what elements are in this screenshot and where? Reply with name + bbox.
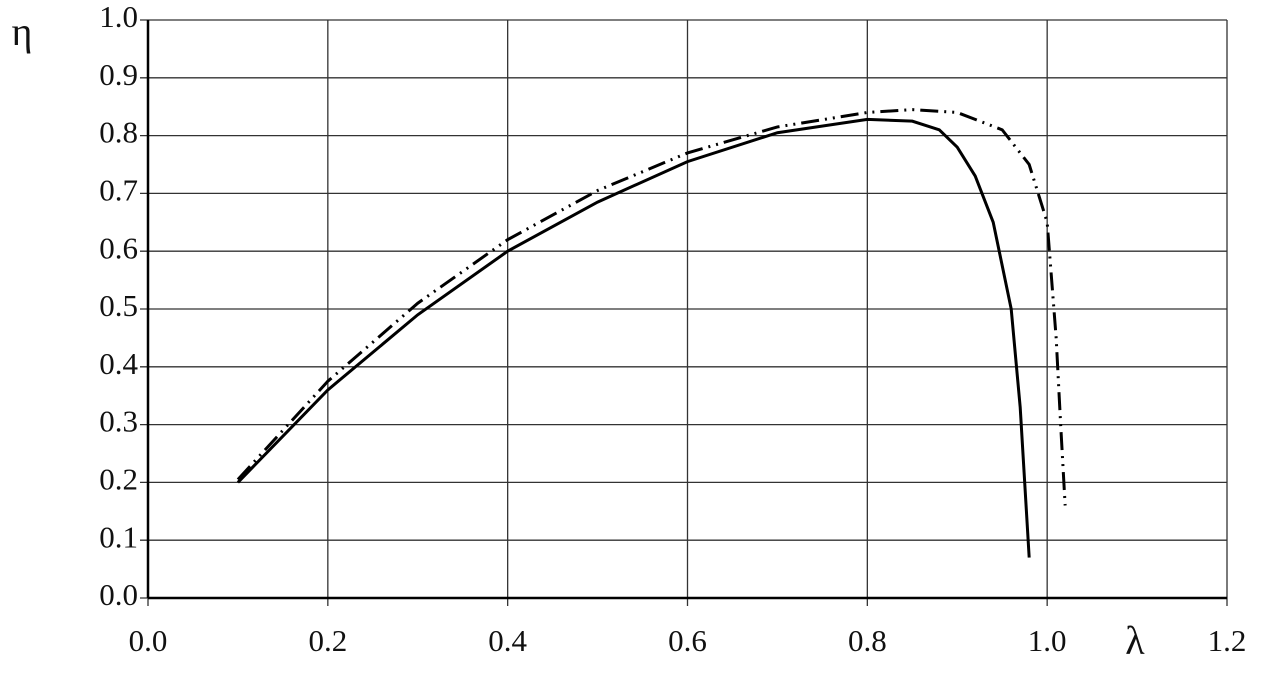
y-tick-label: 0.8 [99, 115, 138, 150]
y-tick-label: 0.6 [99, 230, 138, 265]
y-tick-label: 0.7 [99, 173, 138, 208]
y-tick-label: 0.4 [99, 346, 138, 381]
y-tick-label: 0.9 [99, 57, 138, 92]
x-tick-label: 0.4 [488, 623, 527, 658]
x-tick-label: 0.6 [668, 623, 707, 658]
x-tick-label: 0.0 [129, 623, 168, 658]
y-tick-label: 0.0 [99, 577, 138, 612]
x-axis-label: λ [1125, 618, 1145, 663]
series-line [236, 117, 1031, 558]
x-tick-label: 0.2 [308, 623, 347, 658]
y-tick-label: 0.2 [99, 462, 138, 497]
y-tick-label: 0.3 [99, 404, 138, 439]
series-line [236, 108, 1067, 506]
y-axis-label: η [12, 9, 33, 54]
x-tick-label: 1.2 [1208, 623, 1247, 658]
y-tick-label: 0.1 [99, 519, 138, 554]
x-tick-label: 1.0 [1028, 623, 1067, 658]
y-tick-label: 0.5 [99, 288, 138, 323]
x-tick-label: 0.8 [848, 623, 887, 658]
y-tick-label: 1.0 [99, 0, 138, 34]
